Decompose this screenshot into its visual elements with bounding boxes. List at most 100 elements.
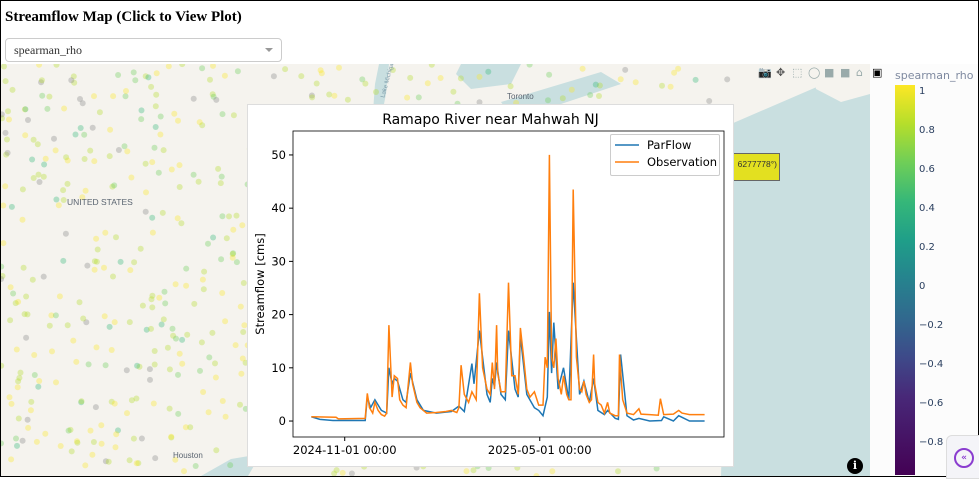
gauge-marker[interactable] bbox=[150, 400, 157, 407]
gauge-marker[interactable] bbox=[33, 438, 40, 445]
gauge-marker[interactable] bbox=[108, 347, 115, 353]
gauge-marker[interactable] bbox=[165, 64, 172, 70]
gauge-marker[interactable] bbox=[173, 335, 179, 342]
gauge-marker[interactable] bbox=[1, 273, 6, 279]
gauge-marker[interactable] bbox=[111, 319, 118, 326]
gauge-marker[interactable] bbox=[36, 179, 43, 185]
gauge-marker[interactable] bbox=[675, 65, 682, 72]
gauge-marker[interactable] bbox=[168, 434, 175, 441]
gauge-marker[interactable] bbox=[60, 187, 67, 194]
gauge-marker[interactable] bbox=[184, 331, 191, 338]
logo-icon[interactable]: ▣ bbox=[872, 66, 883, 79]
gauge-marker[interactable] bbox=[121, 143, 128, 150]
gauge-marker[interactable] bbox=[148, 83, 155, 90]
gauge-marker[interactable] bbox=[130, 69, 137, 76]
gauge-marker[interactable] bbox=[78, 398, 85, 405]
gauge-marker[interactable] bbox=[22, 132, 29, 139]
gauge-marker[interactable] bbox=[57, 443, 64, 449]
gauge-marker[interactable] bbox=[112, 444, 119, 451]
gauge-marker[interactable] bbox=[317, 67, 324, 74]
gauge-marker[interactable] bbox=[331, 470, 338, 477]
gauge-marker[interactable] bbox=[142, 73, 149, 80]
gauge-marker[interactable] bbox=[222, 318, 229, 325]
gauge-marker[interactable] bbox=[53, 196, 60, 203]
gauge-marker[interactable] bbox=[240, 329, 247, 335]
gauge-marker[interactable] bbox=[136, 363, 143, 370]
gauge-marker[interactable] bbox=[62, 230, 69, 237]
gauge-marker[interactable] bbox=[7, 284, 14, 291]
gauge-marker[interactable] bbox=[237, 401, 243, 408]
gauge-marker[interactable] bbox=[19, 186, 26, 193]
gauge-marker[interactable] bbox=[318, 70, 325, 77]
gauge-marker[interactable] bbox=[143, 189, 149, 196]
gauge-marker[interactable] bbox=[1, 362, 5, 369]
gauge-marker[interactable] bbox=[22, 106, 29, 113]
gauge-marker[interactable] bbox=[348, 470, 355, 477]
gauge-marker[interactable] bbox=[133, 460, 140, 467]
gauge-marker[interactable] bbox=[219, 290, 226, 296]
gauge-marker[interactable] bbox=[476, 73, 483, 80]
gauge-marker[interactable] bbox=[326, 91, 333, 98]
gauge-marker[interactable] bbox=[233, 259, 240, 266]
gauge-marker[interactable] bbox=[135, 460, 142, 467]
gauge-marker[interactable] bbox=[14, 442, 20, 449]
gauge-marker[interactable] bbox=[219, 111, 226, 118]
gauge-marker[interactable] bbox=[102, 229, 109, 236]
gauge-marker[interactable] bbox=[35, 383, 42, 390]
home-icon[interactable]: ⌂ bbox=[856, 66, 863, 79]
gauge-marker[interactable] bbox=[222, 413, 229, 420]
gauge-marker[interactable] bbox=[65, 427, 72, 434]
gauge-marker[interactable] bbox=[152, 455, 159, 462]
zoom-out-icon[interactable]: ■ bbox=[840, 66, 851, 79]
gauge-marker[interactable] bbox=[404, 94, 411, 101]
gauge-marker[interactable] bbox=[124, 410, 130, 417]
gauge-marker[interactable] bbox=[4, 149, 11, 156]
gauge-marker[interactable] bbox=[221, 72, 228, 79]
gauge-marker[interactable] bbox=[546, 71, 553, 78]
gauge-marker[interactable] bbox=[92, 404, 99, 411]
gauge-marker[interactable] bbox=[78, 399, 85, 406]
gauge-marker[interactable] bbox=[230, 250, 237, 257]
gauge-marker[interactable] bbox=[123, 88, 129, 94]
gauge-marker[interactable] bbox=[53, 64, 60, 68]
gauge-marker[interactable] bbox=[160, 316, 167, 323]
box-select-icon[interactable]: ⬚ bbox=[792, 66, 803, 79]
gauge-marker[interactable] bbox=[596, 82, 603, 89]
gauge-marker[interactable] bbox=[74, 439, 81, 446]
gauge-marker[interactable] bbox=[76, 299, 83, 306]
gauge-marker[interactable] bbox=[91, 93, 97, 100]
gauge-marker[interactable] bbox=[362, 80, 369, 87]
gauge-marker[interactable] bbox=[533, 473, 540, 476]
gauge-marker[interactable] bbox=[1, 263, 5, 270]
gauge-marker[interactable] bbox=[126, 457, 133, 464]
gauge-marker[interactable] bbox=[230, 112, 237, 119]
gauge-marker[interactable] bbox=[87, 147, 94, 154]
gauge-marker[interactable] bbox=[48, 312, 55, 319]
gauge-marker[interactable] bbox=[101, 313, 108, 320]
gauge-marker[interactable] bbox=[128, 174, 135, 181]
gauge-marker[interactable] bbox=[39, 92, 46, 99]
gauge-marker[interactable] bbox=[42, 155, 49, 162]
gauge-marker[interactable] bbox=[215, 165, 222, 172]
gauge-marker[interactable] bbox=[485, 68, 492, 75]
gauge-marker[interactable] bbox=[308, 92, 315, 99]
gauge-marker[interactable] bbox=[212, 360, 218, 367]
gauge-marker[interactable] bbox=[46, 322, 53, 329]
gauge-marker[interactable] bbox=[36, 64, 43, 68]
gauge-marker[interactable] bbox=[8, 400, 15, 407]
gauge-marker[interactable] bbox=[115, 427, 121, 434]
gauge-marker[interactable] bbox=[98, 440, 105, 447]
gauge-marker[interactable] bbox=[70, 337, 77, 344]
gauge-marker[interactable] bbox=[1, 202, 7, 209]
gauge-marker[interactable] bbox=[241, 322, 248, 329]
gauge-marker[interactable] bbox=[270, 73, 277, 80]
gauge-marker[interactable] bbox=[122, 93, 129, 100]
gauge-marker[interactable] bbox=[706, 98, 713, 104]
gauge-marker[interactable] bbox=[162, 300, 169, 307]
gauge-marker[interactable] bbox=[117, 258, 124, 265]
gauge-marker[interactable] bbox=[52, 147, 59, 154]
gauge-marker[interactable] bbox=[63, 154, 70, 161]
gauge-marker[interactable] bbox=[175, 371, 181, 378]
gauge-marker[interactable] bbox=[81, 156, 88, 162]
gauge-marker[interactable] bbox=[205, 409, 212, 416]
